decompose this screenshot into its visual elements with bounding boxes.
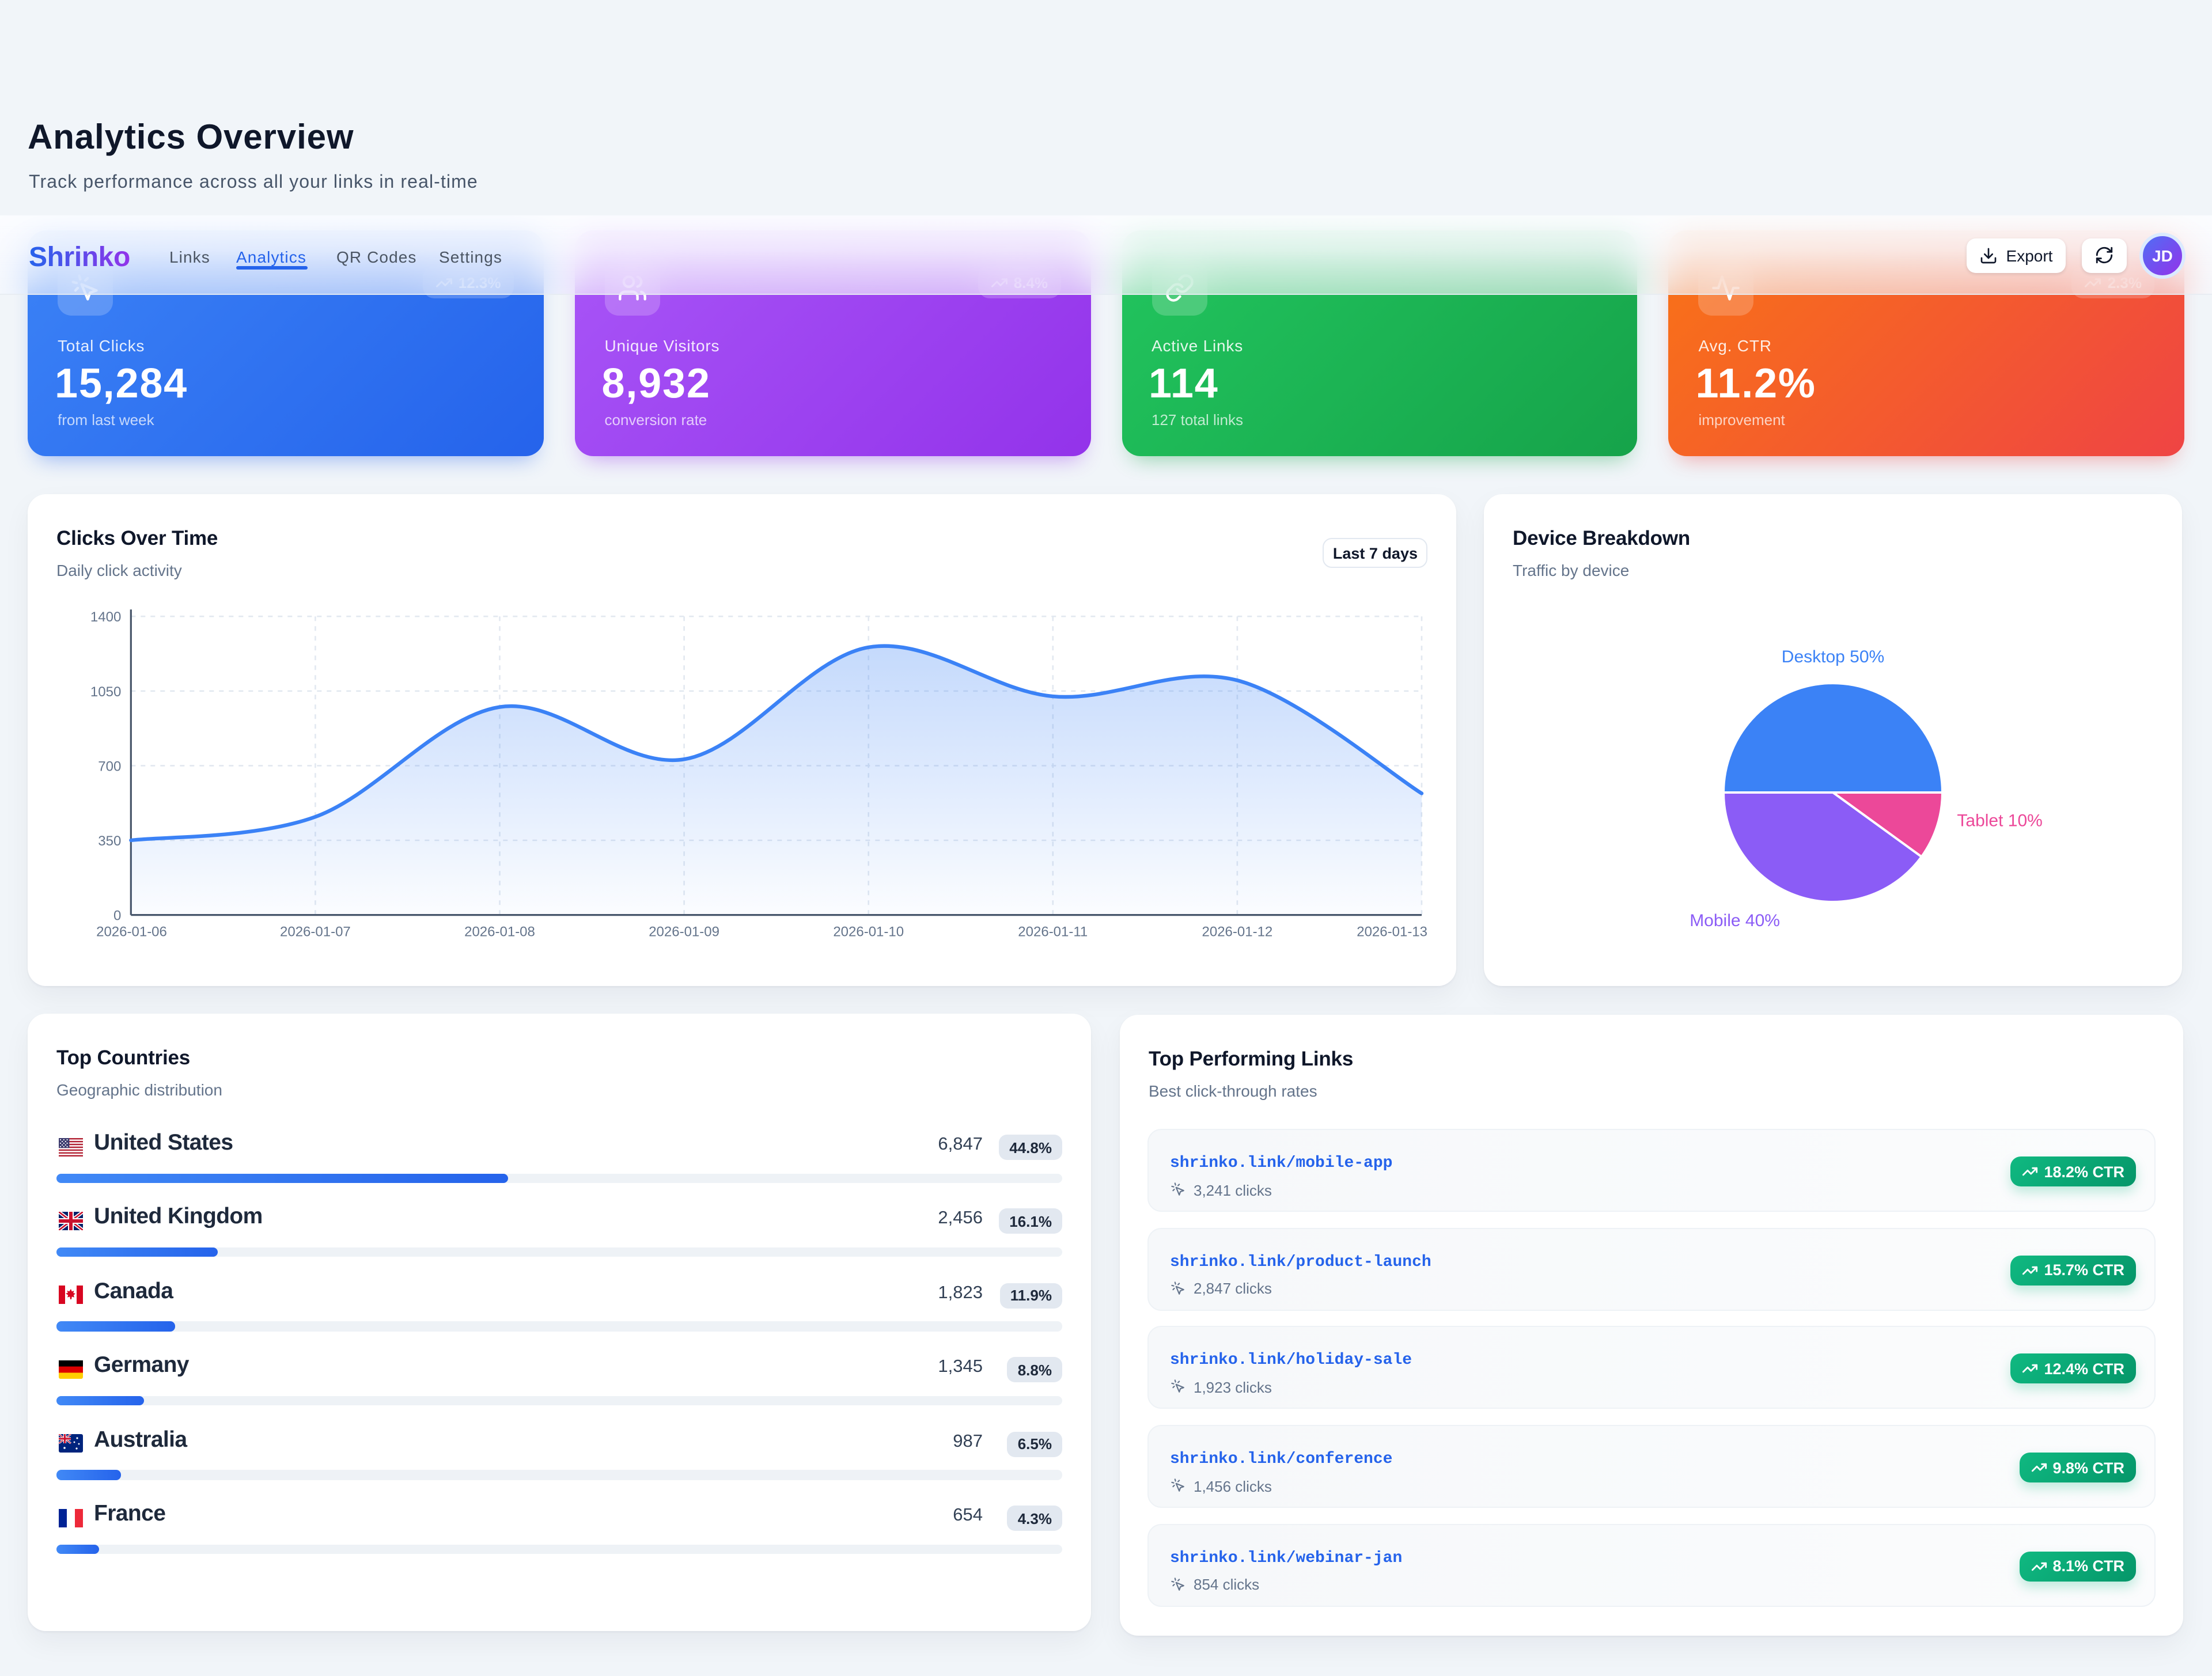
svg-text:Tablet 10%: Tablet 10% — [1957, 811, 2042, 830]
svg-text:2026-01-08: 2026-01-08 — [464, 924, 535, 940]
svg-text:Mobile 40%: Mobile 40% — [1690, 911, 1780, 930]
svg-text:2026-01-12: 2026-01-12 — [1202, 924, 1273, 940]
svg-text:2026-01-10: 2026-01-10 — [833, 924, 904, 940]
svg-text:2026-01-06: 2026-01-06 — [96, 924, 167, 940]
svg-text:2026-01-07: 2026-01-07 — [280, 924, 351, 940]
svg-text:700: 700 — [98, 759, 121, 774]
svg-text:2026-01-13: 2026-01-13 — [1357, 924, 1427, 940]
svg-text:Desktop 50%: Desktop 50% — [1782, 647, 1884, 666]
svg-text:2026-01-09: 2026-01-09 — [649, 924, 719, 940]
svg-text:1400: 1400 — [90, 609, 121, 625]
svg-text:2026-01-11: 2026-01-11 — [1018, 924, 1088, 940]
svg-text:1050: 1050 — [90, 684, 121, 700]
svg-text:350: 350 — [98, 833, 121, 849]
svg-text:0: 0 — [113, 908, 121, 924]
